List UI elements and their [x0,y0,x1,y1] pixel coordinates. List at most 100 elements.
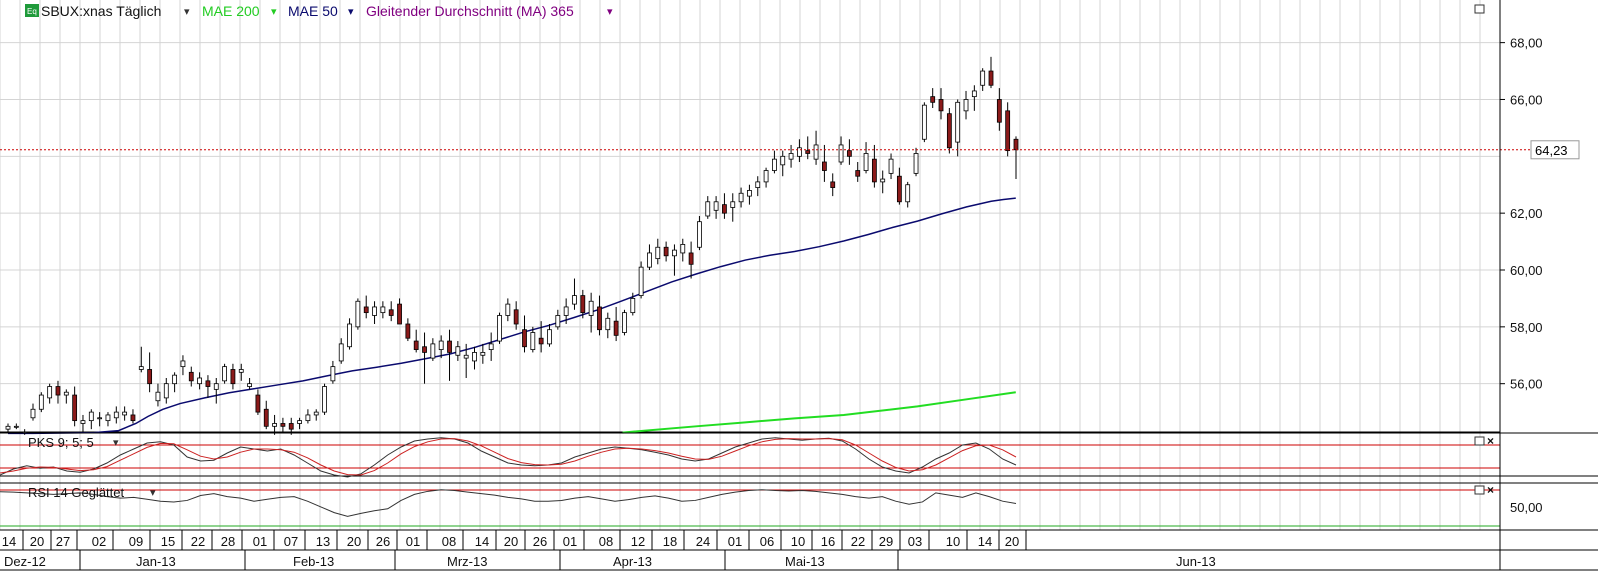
candle [380,301,386,319]
candle-body [663,246,669,257]
candle [5,423,11,432]
candle-body [122,411,128,416]
candle-body [55,386,61,396]
rsi-close-icon[interactable]: × [1487,483,1494,497]
candle-body [313,411,319,416]
x-axis-day-label: 14 [475,534,489,549]
candle-body [88,411,94,422]
candle [880,170,886,194]
candle-body [880,178,886,183]
y-axis: 68,00 66,00 62,00 60,00 58,00 56,00 [1500,36,1543,392]
candle [663,241,669,262]
candle [347,318,352,350]
rsi-dropdown-icon[interactable]: ▾ [150,487,156,499]
candle-body [247,383,252,387]
symbol-title[interactable]: SBUX:xnas Täglich [41,3,161,19]
candle [13,423,19,430]
y-axis-tick-label: 60,00 [1510,263,1543,278]
candle-body [613,320,619,336]
candle-body [688,252,694,265]
candle-body [805,150,811,154]
rsi-panel: RSI 14 Geglättet ▾ × 50,00 [0,482,1598,527]
x-axis-day-label: 22 [851,534,865,549]
pks-maximize-icon[interactable] [1474,436,1485,446]
x-axis-day-label: 13 [316,534,330,549]
candle [846,139,852,165]
candle-body [347,323,352,348]
x-axis-day-label: 08 [599,534,613,549]
ma200-path [622,391,1016,434]
candle [613,306,619,342]
candle-body [513,309,519,325]
candle [488,332,494,361]
candle [455,341,461,361]
candle-body [913,153,919,174]
candle [538,321,544,353]
candle [563,298,569,324]
candle [138,346,144,373]
candle [405,318,411,342]
ma50-dropdown-icon[interactable]: ▾ [348,6,354,18]
pks-dropdown-icon[interactable]: ▾ [113,437,119,449]
ma365-legend[interactable]: Gleitender Durchschnitt (MA) 365 [366,3,574,19]
rsi-title[interactable]: RSI 14 Geglättet [28,485,124,500]
x-axis-day-label: 16 [821,534,835,549]
candle [805,136,811,160]
rsi-maximize-icon[interactable] [1474,485,1485,495]
candle-body [630,298,636,314]
candle-body [813,144,819,160]
candle-body [888,158,894,174]
candle [971,85,977,111]
candle [996,88,1002,131]
maximize-icon[interactable] [1474,4,1485,14]
ma365-dropdown-icon[interactable]: ▾ [607,6,613,18]
candle [338,338,344,364]
candle [97,412,103,427]
candle-body [255,394,261,413]
candle-body [263,408,269,427]
ma200-legend[interactable]: MAE 200 [202,3,260,19]
candle [797,139,802,162]
candle [988,56,994,89]
candle-body [821,161,827,171]
candle [372,301,377,324]
candle [838,136,844,165]
candle [180,355,186,376]
candle-body [921,104,927,140]
x-axis-day-label: 22 [191,534,205,549]
candle-body [180,360,186,368]
x-axis-month-label: Jan-13 [136,554,176,569]
candle [946,108,952,154]
candle [555,309,561,330]
candle [397,298,402,325]
pks-close-icon[interactable]: × [1487,434,1494,448]
x-axis-day-label: 10 [791,534,805,549]
candle [830,173,836,197]
candle-body [422,346,427,353]
candle-body [205,380,211,387]
candle-body [846,150,852,157]
candle-body [138,366,144,370]
candle-body [497,315,502,342]
candle-body [955,101,961,143]
rsi-line [0,489,1017,517]
ma200-dropdown-icon[interactable]: ▾ [271,6,277,18]
candle [288,417,294,435]
candle-body [430,343,436,359]
candle-body [222,366,227,382]
y-axis-tick-label: 68,00 [1510,36,1543,51]
x-axis-day-label: 24 [696,534,710,549]
ma50-legend[interactable]: MAE 50 [288,3,338,19]
candle [980,68,986,91]
pks-title[interactable]: PKS 9; 5; 5 [28,435,94,450]
candle [1005,102,1011,157]
candle [272,414,277,435]
equity-icon [25,4,39,17]
symbol-dropdown-icon[interactable]: ▾ [184,6,190,18]
candle-body [930,96,936,103]
candle [871,144,877,188]
pks-black-line [0,437,1017,478]
candle [163,378,169,404]
chart-header[interactable]: Eq SBUX:xnas Täglich ▾ MAE 200 ▾ MAE 50 … [25,3,613,19]
candle-body [730,201,736,208]
